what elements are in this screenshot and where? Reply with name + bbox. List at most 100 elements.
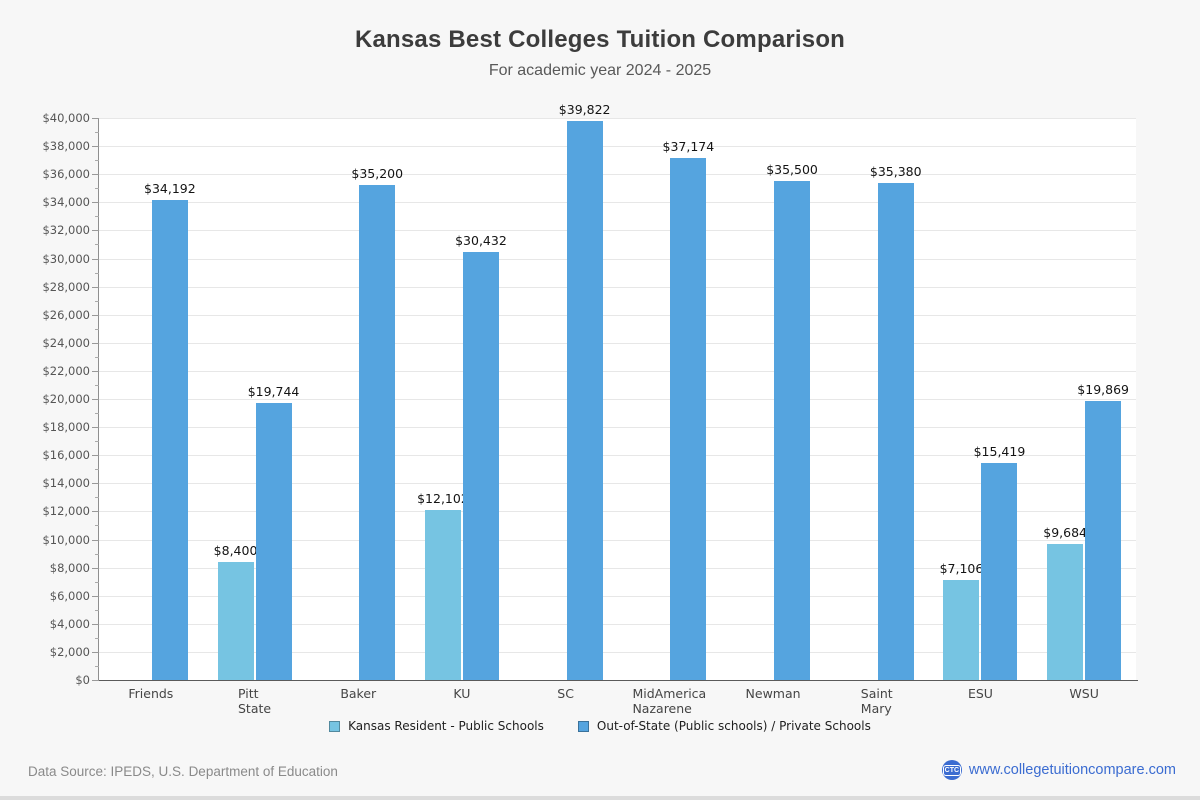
bar-value-label: $35,200 bbox=[351, 166, 404, 182]
bar bbox=[424, 509, 461, 680]
bar bbox=[566, 120, 603, 680]
bar-value-label: $12,102 bbox=[417, 490, 469, 506]
y-axis-minor-tick bbox=[95, 160, 99, 161]
x-axis-label: WSU bbox=[1069, 686, 1099, 701]
gridline bbox=[99, 287, 1136, 288]
gridline bbox=[99, 455, 1136, 456]
website-link[interactable]: CTC www.collegetuitioncompare.com bbox=[941, 760, 1176, 780]
y-axis-label: $6,000 bbox=[49, 589, 90, 603]
x-axis-label: Pitt State bbox=[238, 686, 272, 716]
gridline bbox=[99, 259, 1136, 260]
y-axis-tick bbox=[92, 624, 99, 625]
y-axis-tick bbox=[92, 680, 99, 681]
x-axis-label: ESU bbox=[967, 686, 993, 701]
bar-value-label: $19,869 bbox=[1077, 381, 1129, 397]
bar bbox=[943, 580, 980, 680]
bar-value-label: $30,432 bbox=[455, 233, 507, 249]
gridline bbox=[99, 652, 1136, 653]
bar-value-label: $39,822 bbox=[558, 101, 611, 117]
x-axis-line bbox=[97, 680, 1138, 681]
legend-label: Out-of-State (Public schools) / Private … bbox=[596, 719, 871, 733]
y-axis-minor-tick bbox=[95, 273, 99, 274]
gridline bbox=[99, 540, 1136, 541]
y-axis-tick bbox=[92, 202, 99, 203]
y-axis-minor-tick bbox=[95, 638, 99, 639]
bar bbox=[1047, 543, 1084, 680]
y-axis-minor-tick bbox=[95, 666, 99, 667]
y-axis-minor-tick bbox=[95, 525, 99, 526]
y-axis-minor-tick bbox=[95, 301, 99, 302]
page-subtitle: For academic year 2024 - 2025 bbox=[488, 62, 712, 79]
y-axis-label: $18,000 bbox=[42, 420, 90, 434]
gridline bbox=[99, 427, 1136, 428]
gridline bbox=[99, 511, 1136, 512]
legend-label: Kansas Resident - Public Schools bbox=[348, 719, 544, 733]
y-axis-label: $8,000 bbox=[49, 561, 90, 575]
bar-value-label: $9,684 bbox=[1043, 524, 1088, 540]
legend-swatch-icon bbox=[577, 720, 589, 732]
y-axis-label: $30,000 bbox=[42, 252, 90, 266]
x-axis-label: KU bbox=[453, 686, 471, 701]
y-axis-minor-tick bbox=[95, 132, 99, 133]
y-axis-tick bbox=[92, 174, 99, 175]
y-axis-minor-tick bbox=[95, 413, 99, 414]
y-axis-tick bbox=[92, 455, 99, 456]
gridline bbox=[99, 371, 1136, 372]
gridline bbox=[99, 230, 1136, 231]
y-axis-minor-tick bbox=[95, 385, 99, 386]
y-axis-tick bbox=[92, 230, 99, 231]
y-axis-label: $32,000 bbox=[42, 223, 90, 237]
x-axis-label: Saint Mary bbox=[860, 686, 893, 716]
y-axis-tick bbox=[92, 287, 99, 288]
gridline bbox=[99, 146, 1136, 147]
y-axis-tick bbox=[92, 259, 99, 260]
y-axis-label: $28,000 bbox=[42, 280, 90, 294]
y-axis-minor-tick bbox=[95, 244, 99, 245]
gridline bbox=[99, 343, 1136, 344]
y-axis-tick bbox=[92, 146, 99, 147]
page-title: Kansas Best Colleges Tuition Comparison bbox=[354, 26, 846, 53]
y-axis-minor-tick bbox=[95, 582, 99, 583]
y-axis-label: $16,000 bbox=[42, 448, 90, 462]
y-axis-tick bbox=[92, 371, 99, 372]
y-axis-label: $40,000 bbox=[42, 111, 90, 125]
x-axis-label: Newman bbox=[745, 686, 801, 701]
gridline bbox=[99, 483, 1136, 484]
bar-value-label: $8,400 bbox=[213, 542, 258, 558]
bottom-divider bbox=[0, 796, 1200, 800]
gridline bbox=[99, 174, 1136, 175]
website-url: www.collegetuitioncompare.com bbox=[968, 762, 1176, 778]
y-axis-label: $20,000 bbox=[42, 392, 90, 406]
bar-value-label: $15,419 bbox=[973, 444, 1026, 460]
y-axis-label: $22,000 bbox=[42, 364, 90, 378]
y-axis-tick bbox=[92, 343, 99, 344]
bar bbox=[217, 561, 254, 680]
y-axis-minor-tick bbox=[95, 441, 99, 442]
y-axis-minor-tick bbox=[95, 497, 99, 498]
bar bbox=[774, 181, 811, 680]
gridline bbox=[99, 202, 1136, 203]
gridline bbox=[99, 568, 1136, 569]
y-axis-label: $4,000 bbox=[49, 617, 90, 631]
bar bbox=[670, 157, 707, 680]
bar-value-label: $7,106 bbox=[939, 561, 984, 577]
y-axis-label: $34,000 bbox=[42, 195, 90, 209]
gridline bbox=[99, 399, 1136, 400]
y-axis-label: $38,000 bbox=[42, 139, 90, 153]
y-axis-label: $12,000 bbox=[42, 504, 90, 518]
x-axis-label: SC bbox=[557, 686, 574, 701]
legend-item: Out-of-State (Public schools) / Private … bbox=[577, 719, 871, 733]
gridline bbox=[99, 118, 1136, 119]
y-axis-label: $2,000 bbox=[49, 645, 90, 659]
bar bbox=[359, 185, 396, 680]
bar bbox=[877, 182, 914, 680]
legend-item: Kansas Resident - Public Schools bbox=[329, 719, 544, 733]
bar-value-label: $19,744 bbox=[247, 383, 300, 399]
gridline bbox=[99, 315, 1136, 316]
bar-value-label: $37,174 bbox=[662, 138, 715, 154]
gridline bbox=[99, 596, 1136, 597]
y-axis-minor-tick bbox=[95, 188, 99, 189]
bar bbox=[255, 402, 292, 680]
data-source-note: Data Source: IPEDS, U.S. Department of E… bbox=[28, 764, 338, 779]
y-axis-minor-tick bbox=[95, 554, 99, 555]
